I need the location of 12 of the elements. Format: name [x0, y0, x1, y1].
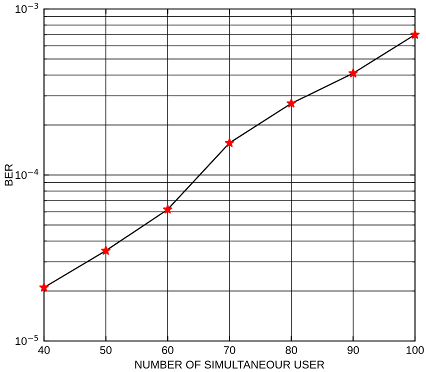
y-tick-label: 10$^{−3}$: [16, 2, 38, 14]
y-tick-label: 10$^{−5}$: [16, 335, 38, 346]
x-axis-title: NUMBER OF SIMULTANEOUR USER: [135, 360, 324, 369]
x-tick-label: 40: [38, 346, 50, 354]
x-tick-label: 100: [406, 346, 424, 354]
x-tick-label: 60: [162, 346, 174, 354]
x-tick-label: 80: [286, 346, 298, 354]
x-tick-label: 90: [348, 346, 359, 354]
y-axis-title: BER: [4, 164, 12, 186]
x-tick-label: 70: [224, 346, 236, 354]
x-tick-label: 50: [100, 346, 112, 354]
y-tick-label: 10$^{−4}$: [16, 169, 38, 180]
